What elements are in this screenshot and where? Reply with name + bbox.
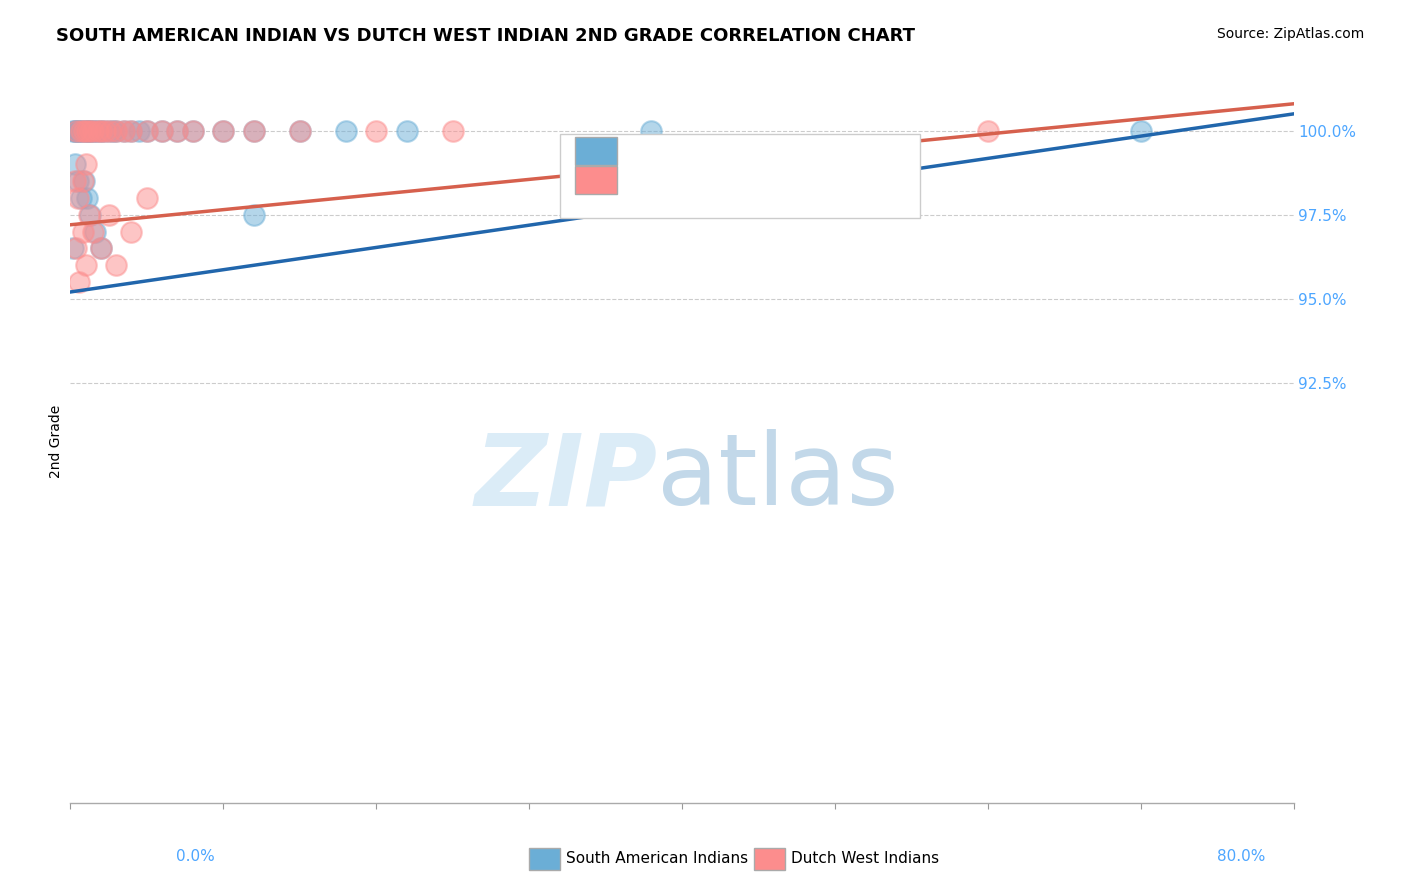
Point (83, 225, 105, 239)
Point (75, 157, 97, 171)
Point (288, 124, 311, 138)
Point (69, 275, 91, 289)
Point (62, 241, 84, 255)
Point (243, 208, 266, 222)
Point (288, 124, 311, 138)
Point (112, 124, 135, 138)
Point (150, 124, 173, 138)
Point (212, 124, 235, 138)
Point (105, 258, 128, 272)
Point (76, 191, 98, 205)
Point (66, 174, 89, 188)
Point (66, 124, 89, 138)
Text: ZIP: ZIP (474, 429, 658, 526)
Point (70, 124, 93, 138)
Point (135, 124, 157, 138)
Point (63, 174, 86, 188)
Text: 80.0%: 80.0% (1218, 849, 1265, 863)
Point (181, 124, 204, 138)
Point (73, 174, 96, 188)
Point (441, 124, 464, 138)
Point (94, 124, 117, 138)
Point (82, 124, 104, 138)
Point (366, 124, 388, 138)
Point (90, 241, 112, 255)
Point (97, 208, 120, 222)
Point (79, 208, 101, 222)
Point (98, 124, 121, 138)
Y-axis label: 2nd Grade: 2nd Grade (49, 405, 63, 478)
Point (65, 124, 87, 138)
Point (66, 191, 89, 205)
Point (335, 124, 357, 138)
Point (63, 124, 86, 138)
Point (62, 124, 84, 138)
Point (135, 124, 157, 138)
Point (181, 124, 204, 138)
Point (70, 191, 93, 205)
Point (63, 157, 86, 171)
Point (76, 124, 98, 138)
Point (72, 174, 94, 188)
FancyBboxPatch shape (560, 135, 921, 218)
Point (166, 124, 188, 138)
Point (83, 124, 105, 138)
Point (212, 124, 235, 138)
Point (150, 124, 173, 138)
Point (243, 124, 266, 138)
Point (976, 124, 998, 138)
Point (77, 208, 100, 222)
Point (76, 124, 98, 138)
Point (97, 124, 120, 138)
Point (69, 124, 91, 138)
Point (1129, 124, 1152, 138)
Point (243, 124, 266, 138)
Point (90, 124, 112, 138)
Point (121, 124, 143, 138)
Text: N = 43: N = 43 (780, 142, 848, 161)
Point (93, 124, 115, 138)
Point (101, 124, 124, 138)
Point (72, 124, 94, 138)
Text: R = 0.538: R = 0.538 (627, 142, 725, 161)
Point (82, 124, 104, 138)
Point (90, 124, 112, 138)
Point (105, 124, 128, 138)
Text: R = 0.563: R = 0.563 (627, 170, 725, 190)
Point (77, 124, 100, 138)
Point (105, 124, 128, 138)
Point (65, 124, 87, 138)
Point (79, 124, 101, 138)
Point (65, 241, 87, 255)
Text: N = 38: N = 38 (780, 170, 848, 190)
FancyBboxPatch shape (575, 166, 617, 194)
Point (90, 241, 112, 255)
Text: atlas: atlas (658, 429, 898, 526)
Point (640, 124, 662, 138)
Text: 0.0%: 0.0% (176, 849, 215, 863)
Point (75, 124, 97, 138)
Point (75, 258, 97, 272)
Point (135, 191, 157, 205)
Point (70, 124, 93, 138)
FancyBboxPatch shape (575, 136, 617, 165)
Point (82, 225, 104, 239)
Text: South American Indians: South American Indians (565, 852, 748, 866)
Point (87, 124, 110, 138)
Point (87, 124, 110, 138)
Text: Dutch West Indians: Dutch West Indians (790, 852, 939, 866)
Point (72, 225, 94, 239)
Point (73, 124, 96, 138)
Text: SOUTH AMERICAN INDIAN VS DUTCH WEST INDIAN 2ND GRADE CORRELATION CHART: SOUTH AMERICAN INDIAN VS DUTCH WEST INDI… (56, 27, 915, 45)
Point (79, 124, 101, 138)
Text: Source: ZipAtlas.com: Source: ZipAtlas.com (1216, 27, 1364, 41)
Point (395, 124, 418, 138)
Point (166, 124, 188, 138)
Point (112, 124, 135, 138)
Point (121, 225, 143, 239)
Point (128, 124, 150, 138)
Point (121, 124, 143, 138)
